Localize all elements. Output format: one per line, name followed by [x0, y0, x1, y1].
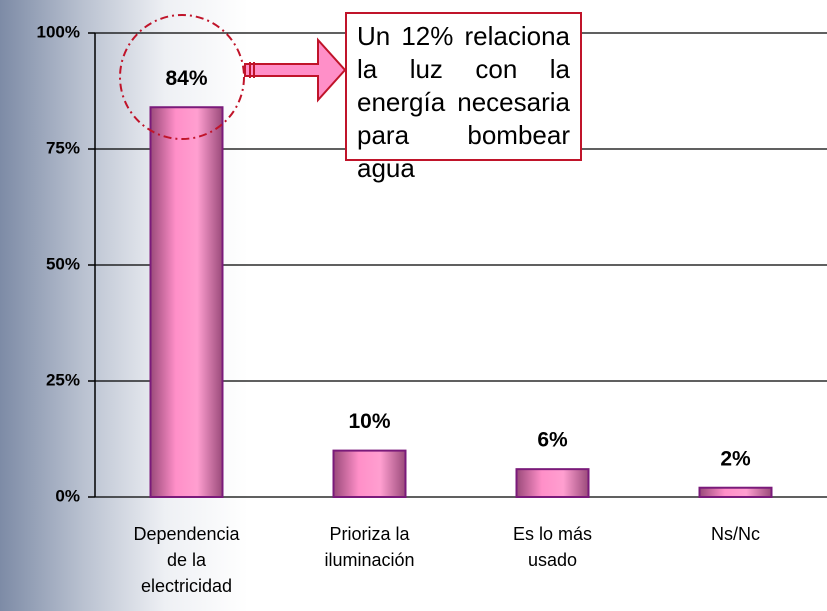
x-tick-label: Prioriza la iluminación — [324, 524, 415, 570]
y-tick-label: 0% — [55, 486, 80, 505]
arrow — [244, 37, 347, 103]
value-label: 10% — [348, 410, 390, 433]
value-label: 2% — [720, 447, 751, 470]
bar — [149, 106, 224, 499]
x-tick-label: Dependencia de la electricidad — [133, 524, 240, 596]
y-tick-label: 75% — [46, 138, 80, 157]
x-tick-label: Es lo más usado — [512, 524, 593, 570]
y-tick-label: 25% — [46, 370, 80, 389]
y-tick-label: 50% — [46, 254, 80, 273]
annotation-box: Un 12% relaciona la luz con la energía n… — [345, 12, 582, 183]
value-label: 6% — [537, 429, 568, 452]
x-tick-label: Ns/Nc — [711, 524, 760, 544]
bar — [515, 468, 590, 499]
value-label: 84% — [165, 67, 207, 90]
bar — [698, 486, 773, 499]
bar — [332, 449, 407, 499]
y-tick-label: 100% — [37, 22, 80, 41]
